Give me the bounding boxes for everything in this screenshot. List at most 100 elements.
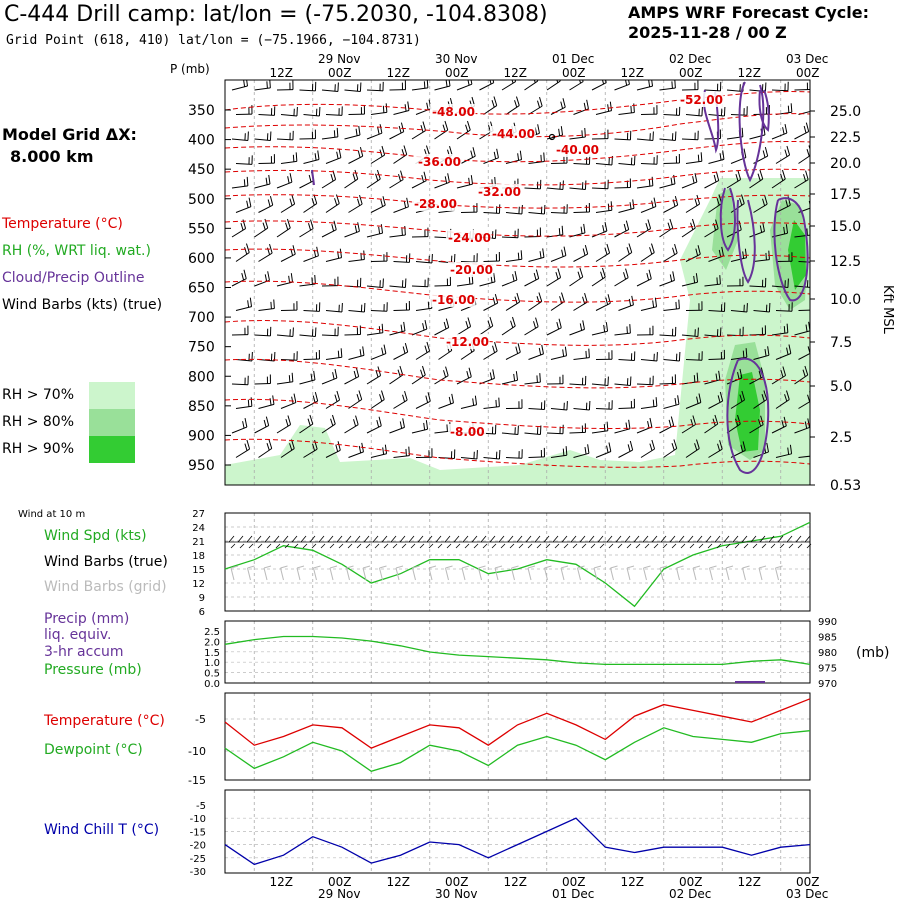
barb-flag (669, 218, 674, 229)
barb-flag (804, 365, 809, 376)
barb-flag (427, 301, 430, 309)
time-label-top: 12Z (387, 66, 411, 80)
barb-shaft (348, 354, 365, 360)
time-label-bottom: 12Z (738, 875, 762, 889)
barb-flag (359, 349, 362, 357)
barb-flag (608, 442, 612, 452)
wind-barb (344, 82, 362, 93)
temperature-label: -20.00 (450, 263, 493, 277)
temperature-label-bg (448, 262, 494, 277)
barb-shaft (595, 163, 612, 166)
wind-barb (569, 180, 587, 190)
barb-flag (289, 173, 293, 183)
barb-flag (588, 348, 590, 358)
barb-flag (266, 81, 268, 89)
wind-barb (591, 221, 608, 238)
barb-flag (493, 272, 496, 282)
barb-flag (652, 300, 655, 308)
wind-barb (618, 199, 635, 213)
barb-flag (333, 220, 337, 230)
temperature-label: -44.00 (492, 127, 535, 141)
wind-barb (614, 376, 632, 386)
wind-barb (618, 103, 635, 115)
temperature-label: -12.00 (446, 335, 489, 349)
barb-shaft (303, 159, 320, 164)
barb-flag (718, 370, 721, 380)
barb10-grid (362, 565, 371, 569)
wind-barb (569, 127, 586, 140)
temperature-label-bg (476, 184, 522, 199)
barb-flag (424, 319, 428, 330)
barb-flag (247, 399, 250, 407)
barb-flag (782, 127, 785, 135)
barb10-true (662, 543, 668, 549)
temperature-labels: -48.00 -52.00 -44.00 -40.00 -36.00 -32.00 -28.… (412, 92, 724, 439)
barb-shaft (434, 85, 451, 91)
date-label-bottom: 02 Dec (669, 887, 711, 900)
barb-shaft (640, 306, 657, 311)
barb-shaft (280, 253, 296, 262)
barb-flag (741, 127, 744, 137)
barb-flag (244, 417, 248, 428)
barb10-grid (626, 565, 635, 569)
barb10-grid (659, 565, 668, 569)
barb-flag (697, 245, 701, 255)
barb10-true (363, 535, 370, 543)
barb-flag (697, 154, 700, 162)
barb-flag (314, 391, 319, 402)
barb-flag (491, 100, 495, 108)
barb-shaft (370, 399, 385, 409)
pressure-tick-label: 985 (818, 633, 837, 644)
barb-shaft (524, 278, 539, 287)
barb10-true (399, 535, 406, 543)
pressure-tick-label: 600 (188, 251, 215, 267)
windspd-tick-label: 15 (192, 565, 205, 576)
barb-flag (291, 439, 295, 449)
barb-flag (382, 105, 385, 113)
barb-shaft (569, 81, 584, 91)
wind-barb (456, 80, 473, 91)
pressure-tick-label: 350 (188, 103, 215, 119)
barb-shaft (501, 236, 519, 239)
barb-flag (806, 149, 810, 157)
barb-flag (533, 80, 536, 83)
wind-barb (546, 268, 562, 287)
barb-flag (586, 99, 589, 109)
barb10-grid (758, 565, 767, 569)
barb-flag (496, 148, 499, 158)
barb10-true (570, 535, 577, 543)
barb-shaft (663, 204, 678, 213)
barb-flag (516, 292, 521, 303)
barb-shaft (366, 425, 382, 434)
barb-flag (714, 414, 719, 425)
barb-shaft (528, 456, 545, 458)
barb-flag (563, 246, 567, 256)
barb-shaft (550, 408, 567, 411)
wind-barb (501, 371, 519, 385)
barb-flag (339, 248, 343, 258)
barb-flag (355, 128, 358, 136)
wind-barb (483, 397, 500, 409)
wind-barb (254, 416, 270, 434)
barb-flag (783, 226, 786, 234)
barb-flag (560, 126, 564, 136)
barb10-true (482, 543, 488, 549)
barb-flag (313, 194, 318, 204)
wind-barb (753, 302, 771, 313)
barb-flag (375, 173, 379, 181)
barb-flag (783, 416, 787, 426)
wind-barb (524, 373, 541, 385)
barb-shaft (749, 134, 766, 140)
barb-shaft (573, 301, 588, 311)
wind-barb (546, 374, 564, 385)
barb-flag (537, 100, 541, 108)
wind-barb (708, 246, 724, 262)
wind-barb (415, 254, 433, 264)
barb-shaft (434, 181, 450, 189)
height-tick-label: 10.0 (830, 292, 861, 308)
barb10-true (473, 543, 479, 549)
barb10-true (689, 543, 695, 549)
barb-flag (533, 272, 537, 281)
wind-barb (663, 439, 678, 458)
barb-flag (741, 194, 745, 204)
